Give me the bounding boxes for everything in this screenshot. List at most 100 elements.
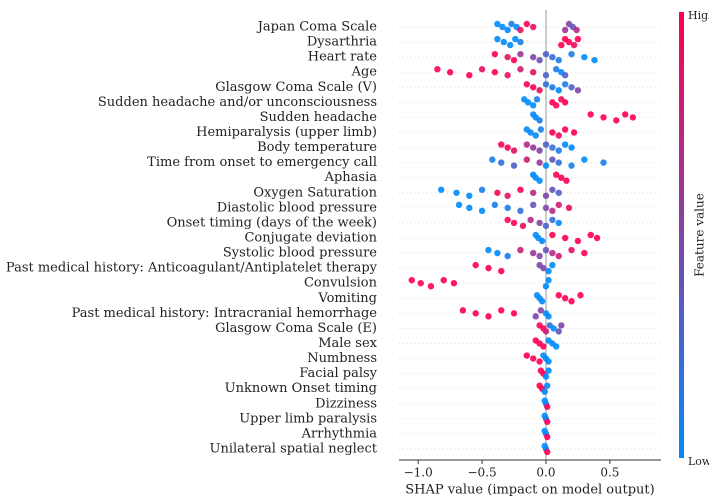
shap-point <box>536 358 543 365</box>
shap-point <box>489 156 496 163</box>
shap-point <box>427 282 435 290</box>
shap-point <box>523 352 531 359</box>
shap-point <box>545 276 552 284</box>
shap-point <box>517 38 524 46</box>
shap-point <box>504 192 511 199</box>
shap-point <box>466 72 473 79</box>
shap-point <box>466 204 473 212</box>
shap-point <box>498 141 505 148</box>
shap-point <box>529 201 537 209</box>
shap-point <box>491 69 499 76</box>
shap-point <box>574 87 582 94</box>
shap-point <box>538 298 546 305</box>
shap-point <box>553 66 560 73</box>
shap-point <box>491 201 499 209</box>
shap-point <box>568 50 575 58</box>
shap-point <box>485 313 492 320</box>
shap-point <box>600 159 607 166</box>
shap-point <box>408 276 415 284</box>
shap-point <box>545 313 552 320</box>
feature-label: Aphasia <box>324 170 378 185</box>
feature-label: Male sex <box>318 336 377 351</box>
shap-point <box>555 87 562 94</box>
shap-point <box>544 382 551 389</box>
feature-label: Dysarthria <box>307 35 377 50</box>
shap-point <box>536 177 543 184</box>
shap-point <box>517 207 524 215</box>
shap-point <box>549 261 556 269</box>
shap-point <box>472 310 479 317</box>
shap-point <box>504 144 511 151</box>
feature-label: Hemiparalysis (upper limb) <box>196 125 377 140</box>
shap-point <box>450 279 458 287</box>
shap-point <box>527 129 534 136</box>
shap-point <box>529 53 537 61</box>
shap-point <box>553 343 560 350</box>
shap-point <box>478 186 486 193</box>
shap-point <box>529 84 537 91</box>
shap-point <box>574 35 582 43</box>
x-tick-label: 0.0 <box>536 466 555 480</box>
feature-label: Past medical history: Anticoagulant/Anti… <box>6 261 378 276</box>
shap-point <box>494 189 501 196</box>
feature-label: Onset timing (days of the week) <box>167 215 377 230</box>
shap-point <box>536 87 543 94</box>
shap-point <box>524 99 532 106</box>
shap-point <box>587 231 594 239</box>
shap-point <box>549 156 556 163</box>
shap-point <box>555 132 562 139</box>
shap-point <box>565 204 573 212</box>
feature-label: Glasgow Coma Scale (E) <box>215 321 377 336</box>
shap-point <box>542 204 550 212</box>
feature-label: Systolic blood pressure <box>223 246 377 261</box>
shap-point <box>498 159 505 166</box>
x-tick-label: −0.5 <box>468 466 497 480</box>
shap-point <box>568 246 575 254</box>
shap-point <box>555 328 562 335</box>
shap-point <box>499 23 506 31</box>
shap-point <box>558 322 565 329</box>
shap-point <box>529 23 537 31</box>
shap-point <box>561 141 569 148</box>
shap-point <box>555 56 562 64</box>
shap-point <box>529 102 537 109</box>
shap-point <box>542 81 550 88</box>
shap-point <box>472 261 479 269</box>
shap-point <box>510 56 518 64</box>
shap-point <box>550 325 557 332</box>
shap-point <box>529 355 537 362</box>
shap-point <box>529 249 537 257</box>
shap-point <box>549 216 556 224</box>
shap-point <box>512 35 519 43</box>
shap-point <box>553 171 560 178</box>
shap-point <box>455 201 463 209</box>
x-axis-label: SHAP value (impact on model output) <box>405 483 654 498</box>
feature-label: Glasgow Coma Scale (V) <box>215 80 377 95</box>
feature-label: Conjugate deviation <box>244 230 377 245</box>
shap-point <box>613 117 620 124</box>
feature-label: Upper limb paralysis <box>239 411 377 426</box>
shap-point <box>437 186 445 193</box>
shap-point <box>561 72 569 79</box>
feature-label: Past medical history: Intracranial hemor… <box>72 306 378 321</box>
shap-point <box>504 216 511 224</box>
shap-point <box>498 267 505 275</box>
shap-point <box>536 117 543 124</box>
shap-point <box>542 373 550 380</box>
shap-point <box>540 343 547 350</box>
shap-point <box>558 174 565 181</box>
shap-point <box>542 222 550 230</box>
shap-point <box>545 267 552 275</box>
shap-point <box>565 38 573 46</box>
shap-point <box>542 50 550 58</box>
shap-point <box>510 310 518 317</box>
shap-point <box>510 219 518 227</box>
shap-point <box>568 162 575 169</box>
shap-point <box>541 388 548 395</box>
shap-point <box>536 147 543 154</box>
shap-point <box>549 84 556 91</box>
feature-label: Arrhythmia <box>301 426 378 441</box>
shap-point <box>485 246 492 254</box>
shap-point <box>517 26 524 34</box>
shap-point <box>574 237 582 245</box>
